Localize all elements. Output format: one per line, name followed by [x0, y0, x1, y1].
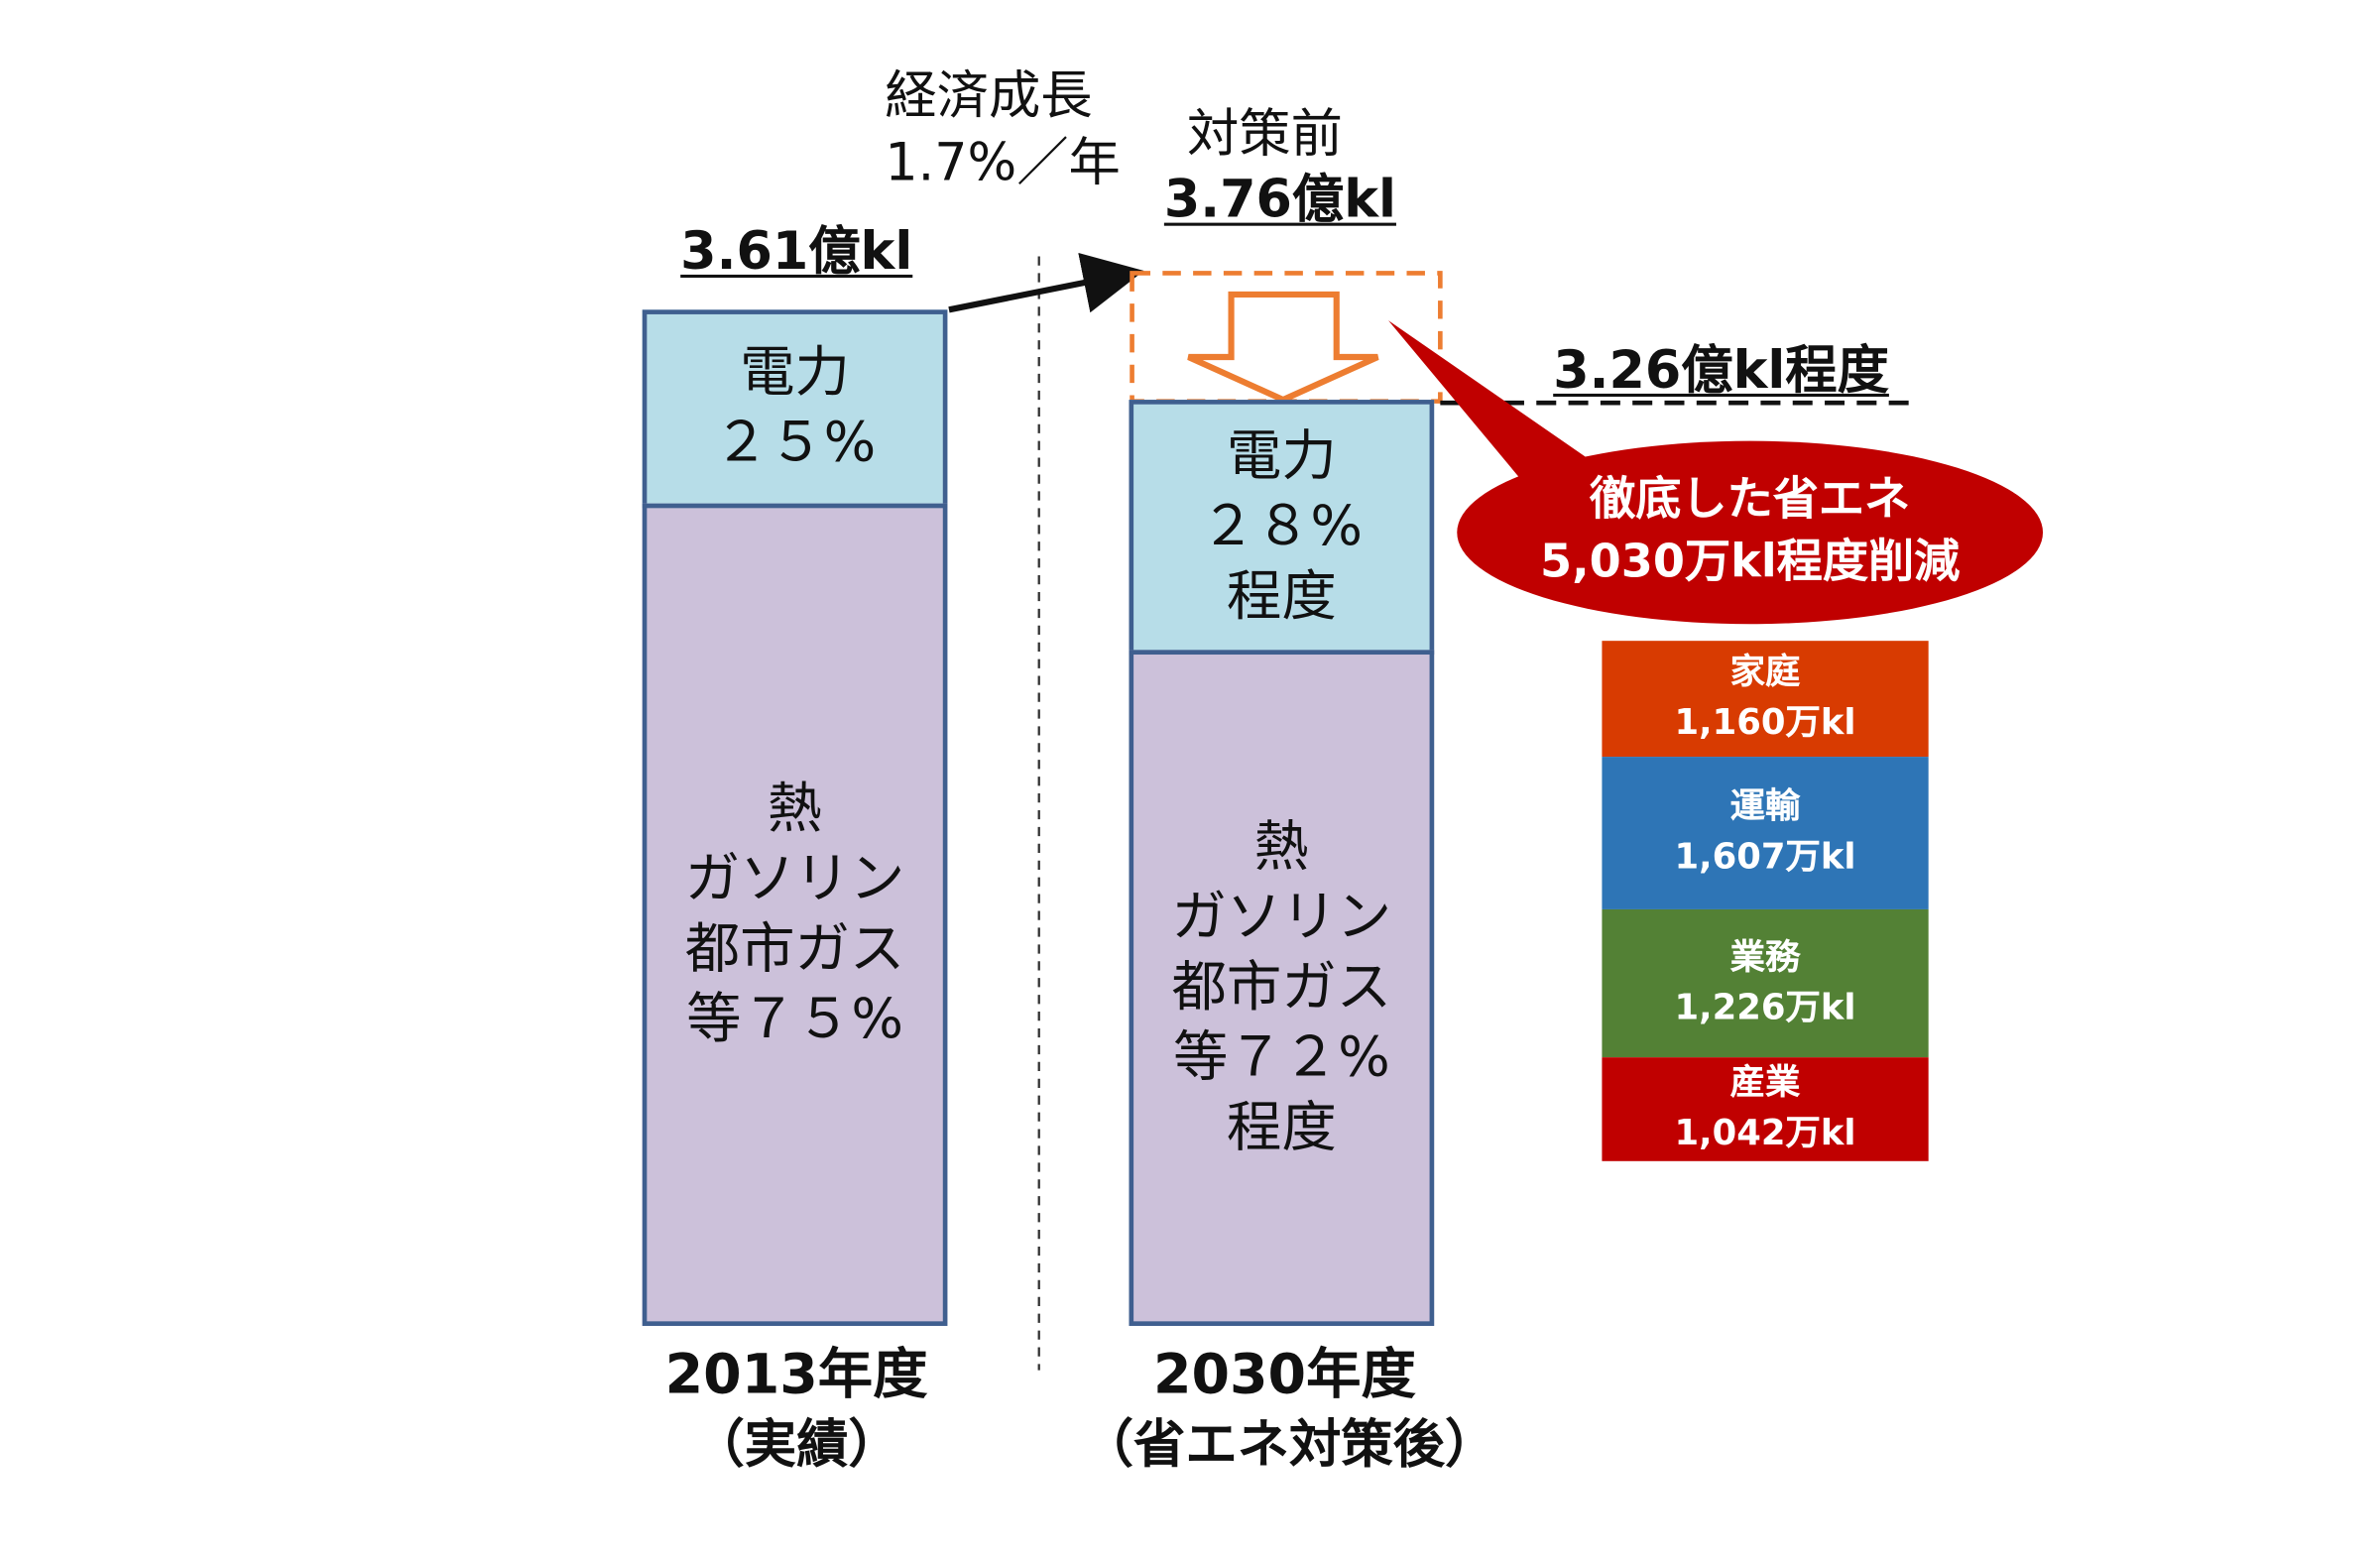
bar-2013-electricity: 電力 ２５%	[642, 309, 948, 509]
sector-industry: 産業 1,042万kl	[1602, 1057, 1929, 1161]
sector-transport-value: 1,607万kl	[1674, 837, 1856, 878]
sector-business-value: 1,226万kl	[1674, 988, 1856, 1028]
bar-2013-heat-line-4: 等７５%	[686, 988, 903, 1051]
category-2030-note: （省エネ対策後）	[1081, 1414, 1497, 1476]
bar-2013-heat: 熱 ガソリン 都市ガス 等７５%	[642, 503, 948, 1326]
bar-2030-heat-line-1: 熱	[1253, 815, 1310, 879]
before-measures-value: 3.76億kl	[1163, 169, 1396, 231]
bar-2013-total-label: 3.61億kl	[680, 221, 913, 283]
callout-bubble-tail	[1388, 320, 1588, 486]
before-measures-label: 対策前	[1186, 103, 1343, 166]
bar-2013-electricity-share: ２５%	[713, 412, 877, 475]
bar-2030-electricity-qualifier: 程度	[1226, 565, 1337, 629]
bar-2030-heat: 熱 ガソリン 都市ガス 等７２% 程度	[1129, 650, 1435, 1326]
category-2013-year: 2013年度	[664, 1344, 928, 1407]
bar-2013-electricity-name: 電力	[740, 341, 850, 405]
sector-household-name: 家庭	[1729, 653, 1801, 693]
sector-business-name: 業務	[1729, 937, 1801, 978]
growth-label-line-2: 1.7%／年	[885, 132, 1121, 194]
growth-arrow	[948, 252, 1144, 313]
bar-2030-electricity-share: ２８%	[1200, 495, 1364, 558]
bar-2013-heat-line-2: ガソリン	[684, 847, 905, 910]
bar-2030-electricity: 電力 ２８% 程度	[1129, 400, 1435, 656]
growth-label-line-1: 経済成長	[885, 65, 1093, 127]
sector-transport-name: 運輸	[1729, 786, 1801, 827]
bar-2030-heat-line-3: 都市ガス	[1171, 955, 1392, 1019]
sector-business: 業務 1,226万kl	[1602, 908, 1929, 1058]
callout-line-1: 徹底した省エネ	[1590, 472, 1911, 527]
bar-2030-heat-line-5: 程度	[1226, 1096, 1337, 1159]
reduction-arrow	[1187, 291, 1379, 404]
category-2013-note: （実績）	[692, 1414, 900, 1476]
bar-2030-electricity-name: 電力	[1226, 424, 1337, 488]
bar-2013-heat-line-3: 都市ガス	[684, 917, 905, 981]
bar-2030-heat-line-2: ガソリン	[1171, 886, 1392, 949]
sector-transport: 運輸 1,607万kl	[1602, 757, 1929, 909]
sector-household-value: 1,160万kl	[1674, 703, 1856, 744]
callout-bubble	[1457, 440, 2044, 625]
sector-household: 家庭 1,160万kl	[1602, 641, 1929, 758]
bar-2013-heat-line-1: 熱	[767, 777, 823, 840]
sector-industry-name: 産業	[1729, 1063, 1801, 1104]
bar-2030-heat-line-4: 等７２%	[1172, 1025, 1390, 1089]
bar-2030-total-label: 3.26億kl程度	[1553, 340, 1889, 402]
sector-industry-value: 1,042万kl	[1674, 1114, 1856, 1154]
category-2030-year: 2030年度	[1152, 1344, 1416, 1407]
callout-line-2: 5,030万kl程度削減	[1539, 536, 1961, 589]
